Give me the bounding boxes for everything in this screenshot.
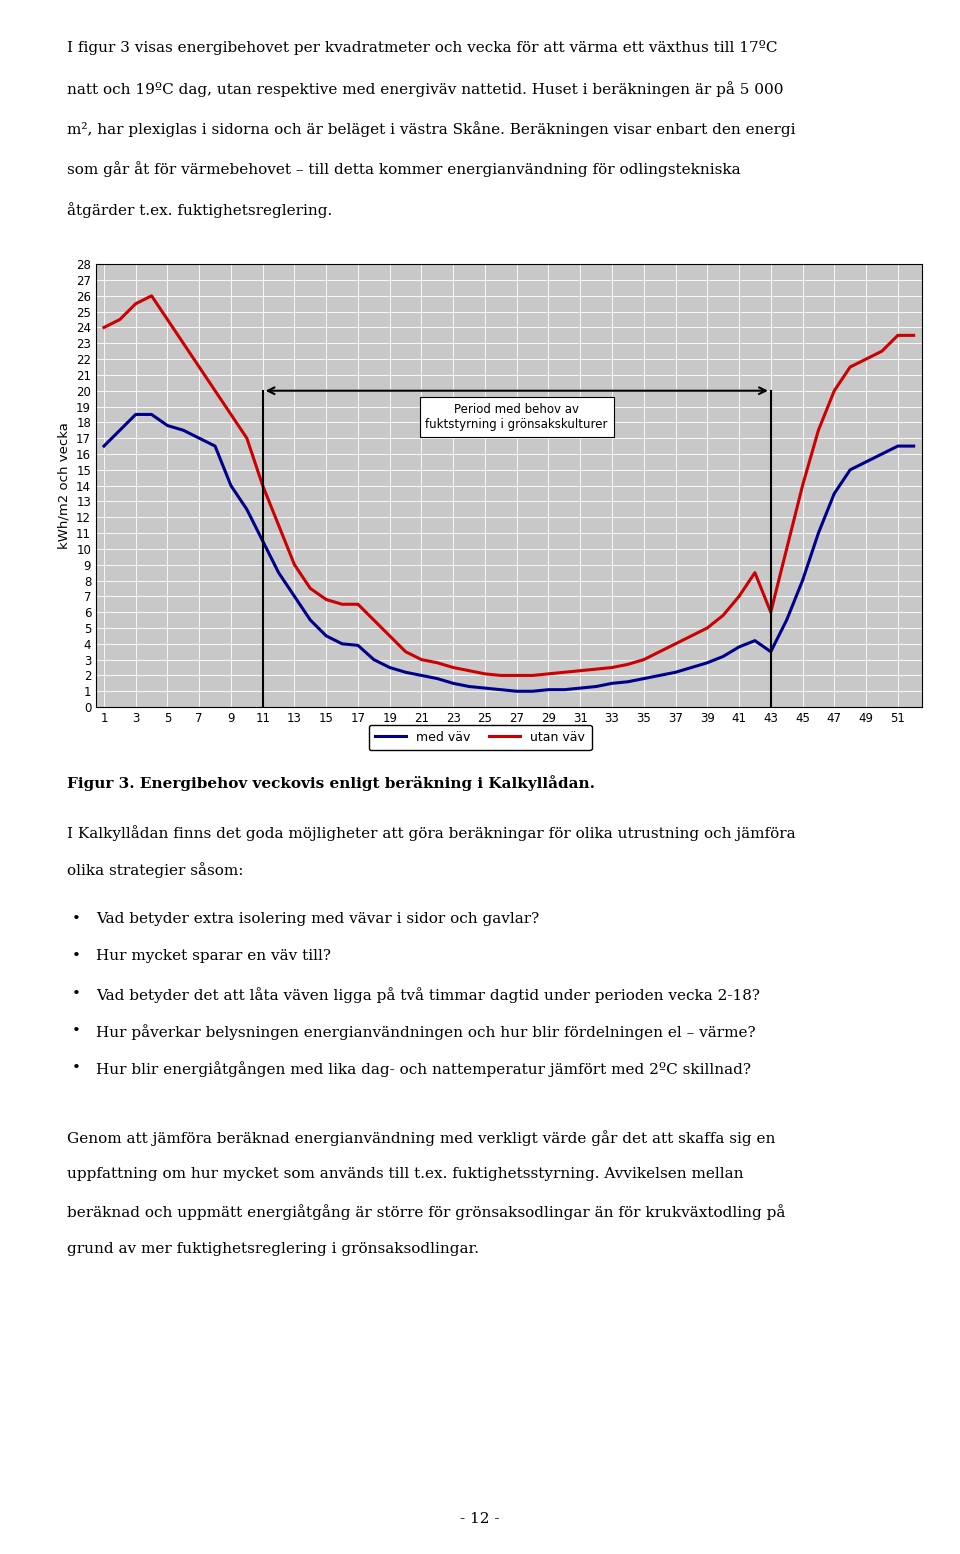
Text: •: • (72, 1024, 81, 1038)
Text: olika strategier såsom:: olika strategier såsom: (67, 862, 244, 878)
Text: beräknad och uppmätt energiåtgång är större för grönsaksodlingar än för krukväxt: beräknad och uppmätt energiåtgång är stö… (67, 1204, 785, 1220)
Text: Hur mycket sparar en väv till?: Hur mycket sparar en väv till? (96, 949, 331, 963)
X-axis label: vecka: vecka (490, 730, 528, 743)
Text: •: • (72, 912, 81, 926)
Text: •: • (72, 987, 81, 1001)
Text: grund av mer fuktighetsreglering i grönsaksodlingar.: grund av mer fuktighetsreglering i gröns… (67, 1242, 479, 1256)
Text: - 12 -: - 12 - (460, 1512, 500, 1526)
Y-axis label: kWh/m2 och vecka: kWh/m2 och vecka (58, 423, 71, 549)
Text: m², har plexiglas i sidorna och är beläget i västra Skåne. Beräkningen visar enb: m², har plexiglas i sidorna och är beläg… (67, 121, 796, 137)
Text: I Kalkyllådan finns det goda möjligheter att göra beräkningar för olika utrustni: I Kalkyllådan finns det goda möjligheter… (67, 825, 796, 841)
Legend: med väv, utan väv: med väv, utan väv (369, 724, 591, 751)
Text: Figur 3. Energibehov veckovis enligt beräkning i Kalkyllådan.: Figur 3. Energibehov veckovis enligt ber… (67, 775, 595, 791)
Text: Vad betyder extra isolering med vävar i sidor och gavlar?: Vad betyder extra isolering med vävar i … (96, 912, 540, 926)
Text: Hur påverkar belysningen energianvändningen och hur blir fördelningen el – värme: Hur påverkar belysningen energianvändnin… (96, 1024, 756, 1040)
Text: natt och 19ºC dag, utan respektive med energiväv nattetid. Huset i beräkningen ä: natt och 19ºC dag, utan respektive med e… (67, 81, 783, 96)
Text: Period med behov av
fuktstyrning i grönsakskulturer: Period med behov av fuktstyrning i gröns… (425, 404, 608, 432)
Text: Vad betyder det att låta väven ligga på två timmar dagtid under perioden vecka 2: Vad betyder det att låta väven ligga på … (96, 987, 760, 1002)
Text: som går åt för värmebehovet – till detta kommer energianvändning för odlingstekn: som går åt för värmebehovet – till detta… (67, 162, 741, 177)
Text: Hur blir energiåtgången med lika dag- och nattemperatur jämfört med 2ºC skillnad: Hur blir energiåtgången med lika dag- oc… (96, 1061, 751, 1077)
Text: åtgärder t.ex. fuktighetsreglering.: åtgärder t.ex. fuktighetsreglering. (67, 202, 332, 218)
Text: •: • (72, 949, 81, 963)
Text: uppfattning om hur mycket som används till t.ex. fuktighetsstyrning. Avvikelsen : uppfattning om hur mycket som används ti… (67, 1167, 744, 1181)
Text: Genom att jämföra beräknad energianvändning med verkligt värde går det att skaff: Genom att jämföra beräknad energianvändn… (67, 1130, 776, 1145)
Text: I figur 3 visas energibehovet per kvadratmeter och vecka för att värma ett växth: I figur 3 visas energibehovet per kvadra… (67, 40, 778, 56)
Text: •: • (72, 1061, 81, 1075)
